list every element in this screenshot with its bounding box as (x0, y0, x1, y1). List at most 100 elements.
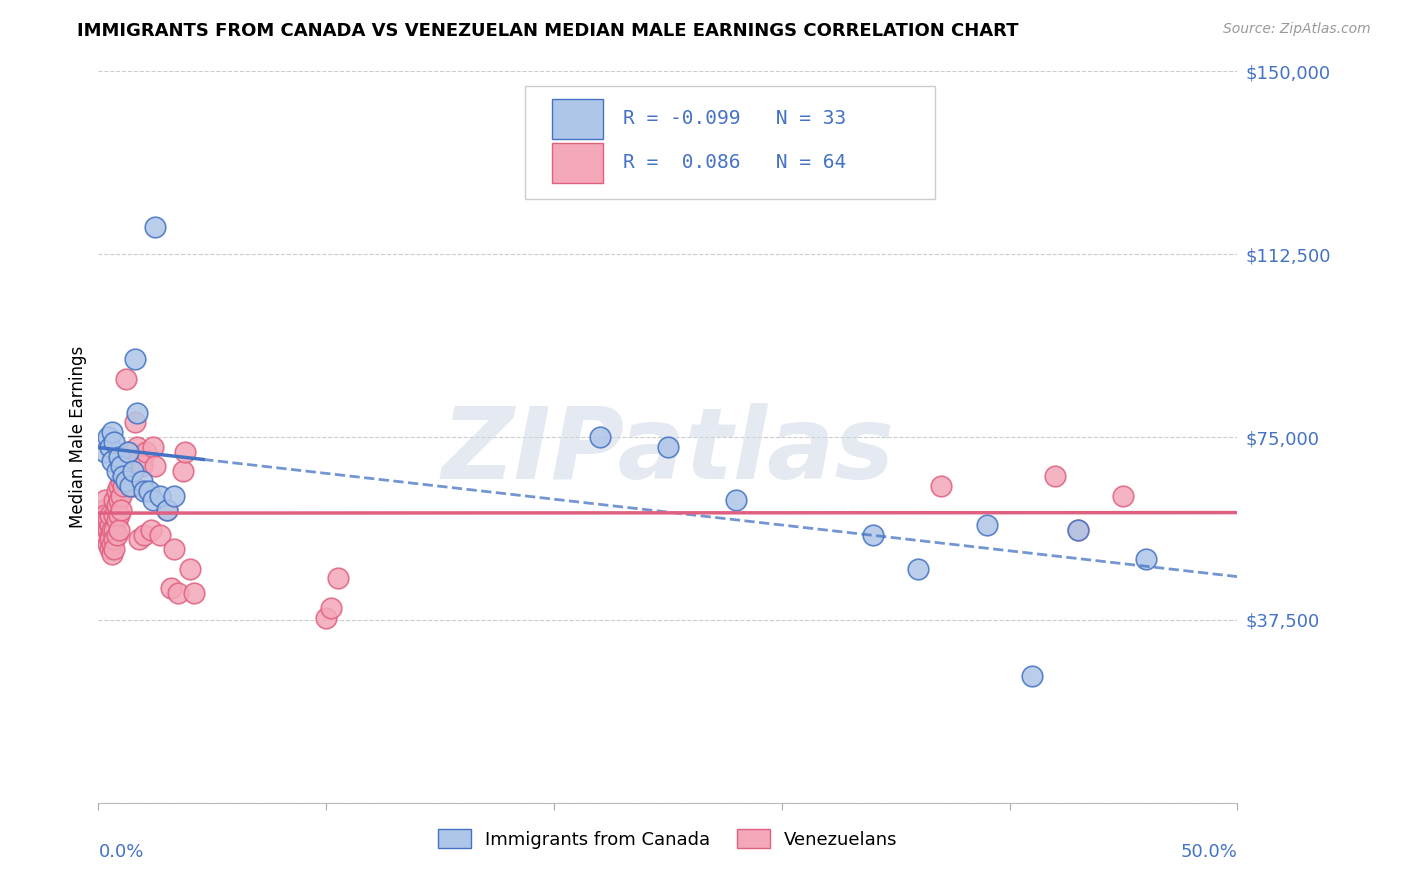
Point (1135, 552, 1157, 566)
Point (108, 523, 131, 537)
Point (1043, 469, 1066, 483)
Point (94, 527, 117, 541)
FancyBboxPatch shape (526, 86, 935, 200)
Point (91, 503, 114, 517)
Point (1021, 669, 1043, 683)
Text: R =  0.086   N = 64: R = 0.086 N = 64 (623, 153, 846, 172)
Point (117, 444, 139, 458)
Point (156, 503, 179, 517)
Point (103, 493, 125, 508)
Point (121, 479, 143, 493)
Point (98, 533, 121, 547)
Point (149, 489, 172, 503)
Text: IMMIGRANTS FROM CANADA VS VENEZUELAN MEDIAN MALE EARNINGS CORRELATION CHART: IMMIGRANTS FROM CANADA VS VENEZUELAN MED… (77, 22, 1019, 40)
Point (112, 469, 135, 483)
Point (110, 474, 132, 488)
Point (98, 542, 121, 557)
Point (101, 454, 124, 468)
Point (120, 464, 142, 478)
Point (135, 444, 157, 458)
Text: Source: ZipAtlas.com: Source: ZipAtlas.com (1223, 22, 1371, 37)
FancyBboxPatch shape (551, 99, 603, 139)
Point (319, 600, 342, 615)
Point (98, 508, 121, 522)
Point (94, 508, 117, 522)
Point (174, 444, 197, 458)
Point (114, 474, 136, 488)
Point (725, 493, 748, 508)
Point (98, 517, 121, 532)
Point (98, 527, 121, 541)
Point (142, 493, 165, 508)
Point (96, 513, 118, 527)
Point (94, 444, 117, 458)
Point (138, 483, 160, 498)
Point (114, 371, 136, 385)
Point (145, 459, 167, 474)
Point (1067, 523, 1090, 537)
Point (96, 430, 118, 444)
Point (315, 610, 337, 624)
Point (108, 450, 131, 464)
Point (103, 542, 125, 557)
Point (1112, 489, 1135, 503)
Point (117, 444, 139, 458)
Point (156, 503, 179, 517)
Point (162, 542, 184, 557)
Point (145, 220, 167, 235)
Point (105, 499, 128, 513)
Point (96, 523, 118, 537)
Point (929, 479, 952, 493)
Point (127, 440, 149, 454)
Point (94, 493, 117, 508)
Point (1067, 523, 1090, 537)
Point (101, 547, 124, 561)
Point (121, 464, 143, 478)
Point (105, 464, 128, 478)
Point (862, 527, 884, 541)
Point (103, 434, 125, 449)
Point (103, 533, 125, 547)
Point (127, 406, 149, 420)
Point (91, 517, 114, 532)
Point (167, 586, 190, 600)
Point (907, 562, 929, 576)
Point (162, 489, 184, 503)
Point (179, 562, 201, 576)
Point (110, 459, 132, 474)
Point (131, 459, 153, 474)
Point (149, 527, 172, 541)
Point (160, 581, 183, 595)
Point (98, 440, 121, 454)
Point (108, 493, 131, 508)
Point (114, 454, 136, 468)
Point (142, 440, 165, 454)
FancyBboxPatch shape (551, 143, 603, 183)
Point (139, 523, 162, 537)
Text: ZIPatlas: ZIPatlas (441, 403, 894, 500)
Point (110, 489, 132, 503)
Point (132, 527, 155, 541)
Point (326, 572, 349, 586)
Point (105, 527, 128, 541)
Point (120, 479, 142, 493)
Point (588, 430, 610, 444)
Legend: Immigrants from Canada, Venezuelans: Immigrants from Canada, Venezuelans (430, 822, 905, 856)
Point (103, 523, 125, 537)
Point (183, 586, 205, 600)
Point (132, 483, 155, 498)
Point (105, 513, 128, 527)
Point (101, 523, 124, 537)
Point (128, 533, 150, 547)
Point (103, 508, 125, 522)
Point (112, 464, 135, 478)
Point (101, 425, 124, 440)
Point (110, 503, 132, 517)
Y-axis label: Median Male Earnings: Median Male Earnings (69, 346, 87, 528)
Point (124, 352, 146, 367)
Text: R = -0.099   N = 33: R = -0.099 N = 33 (623, 110, 846, 128)
Point (108, 479, 131, 493)
Point (96, 537, 118, 551)
Point (105, 483, 128, 498)
Point (124, 416, 146, 430)
